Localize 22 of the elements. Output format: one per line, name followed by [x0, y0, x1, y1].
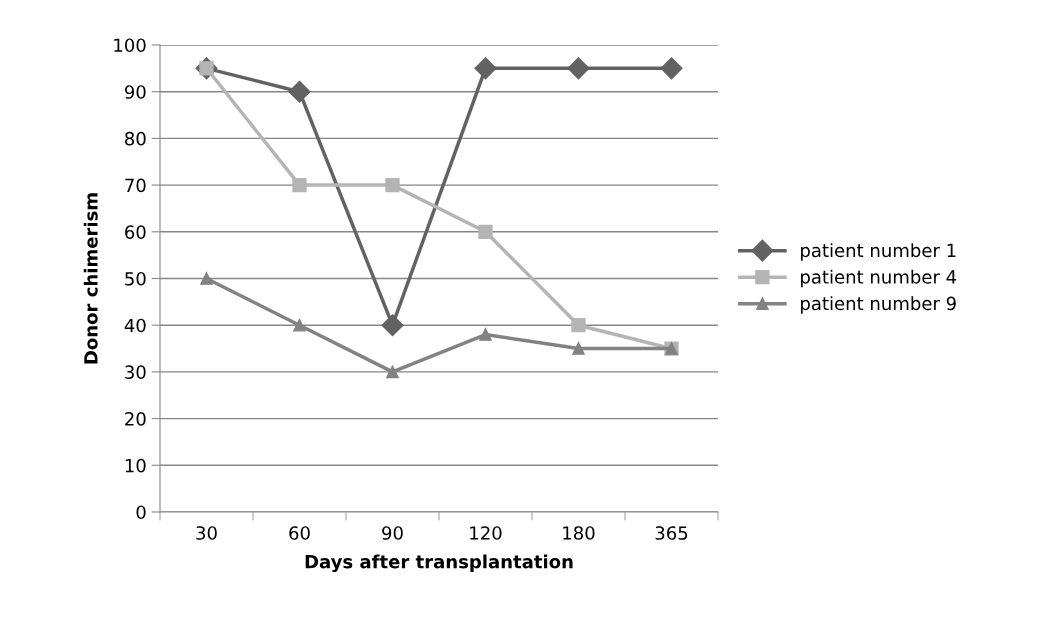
- y-tick-label: 30: [125, 365, 146, 380]
- y-tick-label: 0: [136, 505, 146, 520]
- legend-label: patient number 4: [801, 269, 957, 288]
- x-tick-label: 180: [563, 526, 595, 540]
- y-tick-label: 100: [114, 38, 146, 53]
- legend-label: patient number 1: [801, 243, 956, 261]
- x-tick-label: 365: [655, 526, 688, 540]
- x-tick-label: 120: [470, 526, 502, 540]
- x-tick-label: 60: [289, 526, 310, 540]
- x-tick-label: 90: [382, 526, 403, 540]
- y-tick-label: 70: [125, 178, 146, 193]
- legend-label: patient number 9: [801, 296, 956, 314]
- y-axis-title: Donor chimerism: [83, 193, 98, 364]
- y-tick-label: 90: [124, 85, 146, 99]
- y-tick-label: 80: [125, 131, 146, 146]
- x-axis-title: Days after transplantation: [305, 554, 573, 573]
- y-tick-label: 50: [125, 271, 146, 286]
- x-tick-label: 30: [196, 526, 217, 540]
- y-tick-label: 20: [125, 412, 146, 426]
- y-tick-label: 10: [125, 458, 146, 473]
- y-tick-label: 40: [124, 318, 146, 333]
- y-tick-label: 60: [125, 225, 146, 239]
